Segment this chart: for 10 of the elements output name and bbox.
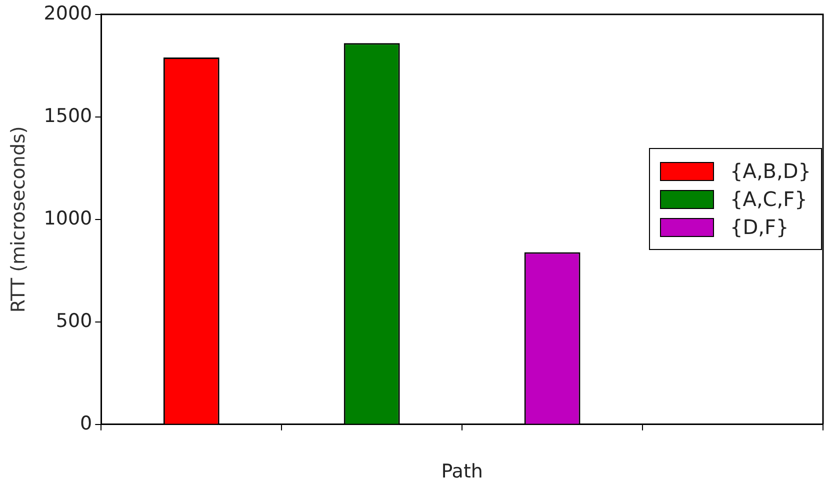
legend-label: {A,B,D} — [730, 159, 811, 184]
y-tick-label: 0 — [80, 412, 92, 434]
legend-label: {D,F} — [730, 215, 789, 240]
y-tick-label: 2000 — [44, 2, 92, 24]
y-axis-title: RTT (microseconds) — [7, 126, 30, 313]
y-tick-label: 500 — [56, 310, 92, 332]
legend-label: {A,C,F} — [730, 187, 808, 212]
y-tick-label: 1500 — [44, 104, 92, 127]
x-axis-title: Path — [441, 460, 483, 483]
y-tick-label: 1000 — [44, 207, 92, 230]
